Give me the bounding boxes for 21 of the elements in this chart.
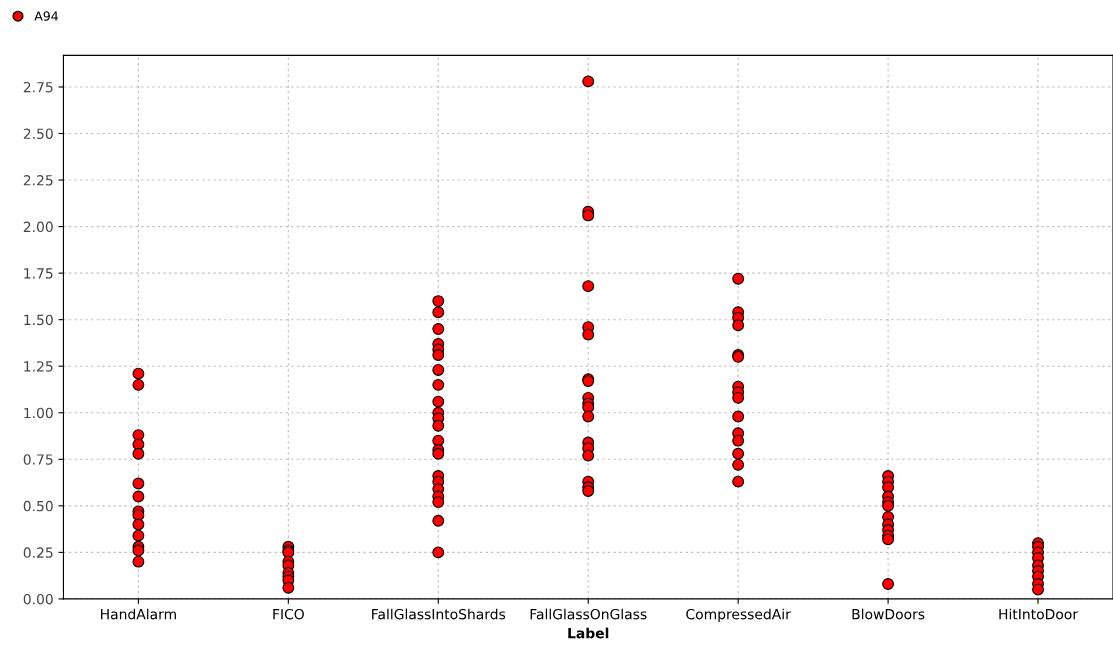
- x-tick-label: CompressedAir: [686, 608, 791, 623]
- y-tick-label: 2.25: [23, 175, 53, 186]
- x-tick-label: HitIntoDoor: [999, 608, 1079, 620]
- y-tick-label: 0.25: [23, 547, 53, 558]
- y-tick-label: 0.00: [23, 593, 53, 605]
- y-tick-label: 1.50: [24, 314, 53, 326]
- x-tick-label: BlowDoors: [852, 608, 925, 620]
- x-tick-label: FallGlassIntoShards: [372, 608, 506, 620]
- x-tick-label: FallGlassOnGlass: [530, 608, 647, 620]
- x-tick-label: FICO: [273, 608, 304, 620]
- y-tick-label: 2.75: [23, 81, 53, 93]
- x-tick-label: HandAlarm: [101, 608, 176, 620]
- y-tick-label: 1.25: [24, 361, 53, 372]
- y-tick-label: 0.75: [23, 454, 53, 465]
- y-tick-label: 2.00: [23, 221, 53, 233]
- y-tick-label: 2.50: [23, 128, 53, 139]
- y-tick-label: 0.50: [23, 500, 53, 512]
- legend-label: A94: [34, 11, 58, 21]
- x-axis-title: Label: [568, 627, 609, 639]
- y-tick-label: 1.75: [24, 268, 53, 279]
- y-tick-label: 1.00: [24, 407, 53, 419]
